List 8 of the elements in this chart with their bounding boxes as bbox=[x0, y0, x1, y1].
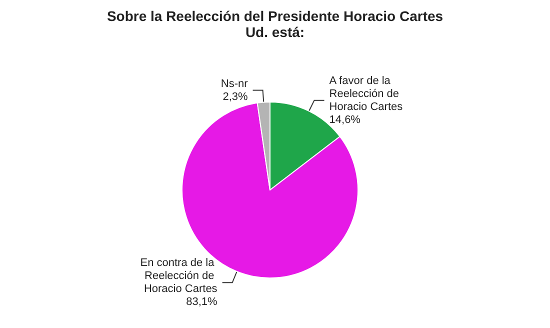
data-label: 2,3% bbox=[222, 90, 248, 103]
slice-label: En contra de la Reelección de Horacio Cartes bbox=[140, 257, 218, 296]
chart-subtitle: Ud. está: bbox=[245, 24, 305, 40]
data-label: 14,6% bbox=[329, 114, 361, 126]
slice-label: Ns-nr bbox=[220, 78, 248, 90]
data-label: 83,1% bbox=[186, 296, 218, 308]
chart-title: Sobre la Reelección del Presidente Horacio Cartes bbox=[106, 8, 444, 24]
slice-label: A favor de la Reelección de Horacio Cartes bbox=[329, 74, 404, 113]
